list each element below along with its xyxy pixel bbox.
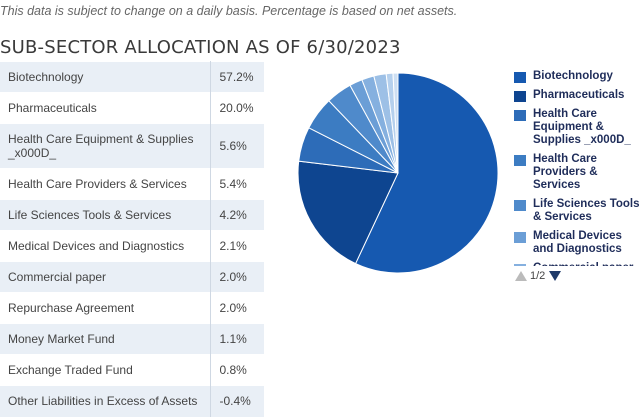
legend-label: Health Care Providers & Services — [533, 153, 598, 191]
legend-swatch — [514, 155, 526, 166]
sector-percent: 20.0% — [210, 92, 264, 124]
legend-swatch — [514, 110, 526, 121]
chart-legend: Biotechnology Pharmaceuticals Health Care … — [514, 70, 640, 266]
legend-next-icon[interactable] — [549, 271, 562, 281]
legend-label: Life Sciences Tools & Services — [533, 198, 640, 223]
table-row: Life Sciences Tools & Services 4.2% — [0, 199, 264, 231]
section-title: SUB-SECTOR ALLOCATION AS OF 6/30/2023 — [0, 37, 401, 58]
legend-label: Health Care Equipment & Supplies _x000D_ — [533, 108, 631, 146]
table-row: Money Market Fund 1.1% — [0, 323, 264, 355]
sector-percent: 2.0% — [210, 261, 264, 293]
sector-name: Exchange Traded Fund — [0, 354, 211, 386]
legend-label: Pharmaceuticals — [533, 89, 625, 101]
table-row: Health Care Equipment & Supplies _x000D_… — [0, 123, 264, 169]
sector-percent: 2.1% — [210, 230, 264, 262]
sector-percent: 4.2% — [210, 199, 264, 231]
pie-slice-pharmaceuticals[interactable] — [297, 160, 399, 265]
sector-name: Commercial paper — [0, 261, 211, 293]
legend-item[interactable]: Health Care Providers & Services — [514, 153, 640, 192]
legend-item[interactable]: Life Sciences Tools & Services — [514, 198, 640, 224]
sector-name: Life Sciences Tools & Services — [0, 199, 211, 231]
table-row: Repurchase Agreement 2.0% — [0, 292, 264, 324]
table-row: Biotechnology 57.2% — [0, 61, 264, 93]
sector-name: Other Liabilities in Excess of Assets — [0, 385, 211, 417]
sector-name: Health Care Providers & Services — [0, 168, 211, 200]
pie-slice-exchange-traded-fund[interactable] — [392, 72, 399, 174]
sector-percent: 5.6% — [210, 123, 264, 169]
sector-percent: 57.2% — [210, 61, 264, 93]
pie-chart — [297, 72, 499, 274]
legend-item[interactable]: Medical Devices and Diagnostics — [514, 230, 640, 256]
table-row: Medical Devices and Diagnostics 2.1% — [0, 230, 264, 262]
legend-label: Biotechnology — [533, 70, 613, 82]
table-row: Exchange Traded Fund 0.8% — [0, 354, 264, 386]
sector-name: Money Market Fund — [0, 323, 211, 355]
legend-swatch — [514, 91, 526, 102]
sector-name: Biotechnology — [0, 61, 211, 93]
legend-item[interactable]: Biotechnology — [514, 70, 640, 83]
legend-swatch — [514, 264, 526, 266]
legend-label: Medical Devices and Diagnostics — [533, 230, 622, 255]
legend-swatch — [514, 72, 526, 83]
sector-percent: 1.1% — [210, 323, 264, 355]
legend-item[interactable]: Pharmaceuticals — [514, 89, 640, 102]
sector-percent: 2.0% — [210, 292, 264, 324]
sector-name: Health Care Equipment & Supplies _x000D_ — [0, 123, 211, 169]
pie-chart-svg — [297, 72, 499, 274]
table-row: Pharmaceuticals 20.0% — [0, 92, 264, 124]
allocation-table: Biotechnology 57.2% Pharmaceuticals 20.0% He… — [0, 61, 264, 417]
sector-name: Medical Devices and Diagnostics — [0, 230, 211, 262]
table-row: Other Liabilities in Excess of Assets -0.… — [0, 385, 264, 417]
table-row: Health Care Providers & Services 5.4% — [0, 168, 264, 200]
sector-name: Repurchase Agreement — [0, 292, 211, 324]
sector-percent: -0.4% — [210, 385, 264, 417]
sector-percent: 0.8% — [210, 354, 264, 386]
legend-item[interactable]: Commercial paper — [514, 262, 640, 266]
sector-name: Pharmaceuticals — [0, 92, 211, 124]
sector-percent: 5.4% — [210, 168, 264, 200]
legend-label: Commercial paper — [533, 262, 633, 266]
legend-pager: 1/2 — [515, 270, 562, 282]
legend-page-indicator: 1/2 — [530, 270, 546, 282]
legend-swatch — [514, 232, 526, 243]
table-row: Commercial paper 2.0% — [0, 261, 264, 293]
legend-prev-icon[interactable] — [515, 271, 527, 281]
pie-slice-biotechnology[interactable] — [354, 72, 499, 274]
legend-swatch — [514, 200, 526, 211]
legend-item[interactable]: Health Care Equipment & Supplies _x000D_ — [514, 108, 640, 147]
disclaimer-text: This data is subject to change on a dail… — [0, 4, 458, 18]
